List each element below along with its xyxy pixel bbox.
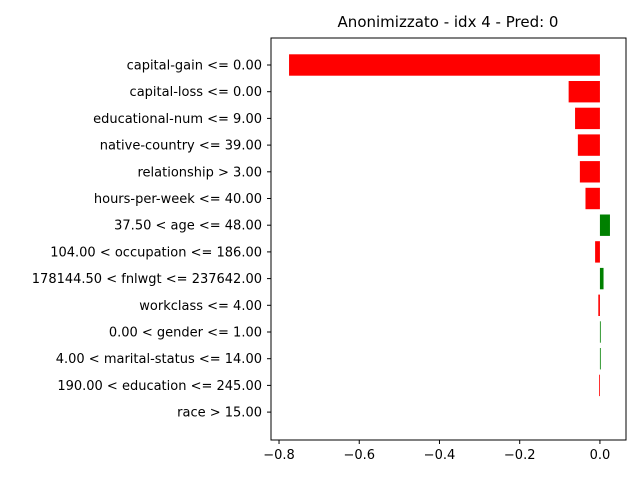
category-label: capital-gain <= 0.00 (127, 59, 262, 74)
bar (575, 107, 600, 130)
category-label: relationship > 3.00 (137, 165, 262, 180)
bar (289, 54, 600, 76)
bar (599, 348, 601, 370)
x-tick-label: −0.6 (343, 448, 375, 463)
bar (585, 187, 600, 210)
category-label: race > 15.00 (177, 406, 262, 421)
category-labels: capital-gain <= 0.00 capital-loss <= 0.00… (32, 59, 271, 421)
bar (599, 321, 601, 343)
bar (599, 214, 610, 236)
category-label: 0.00 < gender <= 1.00 (109, 326, 262, 341)
bars-layer (289, 54, 610, 397)
bar (599, 267, 604, 290)
category-label: 4.00 < marital-status <= 14.00 (56, 352, 262, 367)
plot-frame (270, 37, 627, 441)
bar (599, 374, 600, 397)
category-label: workclass <= 4.00 (139, 299, 262, 314)
category-label: 178144.50 < fnlwgt <= 237642.00 (32, 272, 262, 287)
bar (577, 134, 600, 156)
x-tick-label: −0.2 (504, 448, 536, 463)
category-label: capital-loss <= 0.00 (130, 85, 262, 100)
x-tick-label: −0.4 (424, 448, 456, 463)
category-label: 190.00 < education <= 245.00 (57, 379, 262, 394)
x-tick-label: −0.8 (263, 448, 295, 463)
bar (579, 161, 600, 183)
bar (568, 81, 600, 103)
x-tick-label: 0.0 (590, 448, 611, 463)
bar (595, 241, 600, 263)
bar (598, 294, 600, 316)
category-label: native-country <= 39.00 (100, 139, 262, 154)
chart-title: Anonimizzato - idx 4 - Pred: 0 (338, 13, 559, 31)
category-label: educational-num <= 9.00 (93, 112, 262, 127)
category-label: 104.00 < occupation <= 186.00 (50, 245, 262, 260)
category-label: hours-per-week <= 40.00 (94, 192, 262, 207)
category-label: 37.50 < age <= 48.00 (114, 219, 262, 234)
x-axis-ticks: −0.8 −0.6 −0.4 −0.2 0.0 (263, 440, 610, 463)
